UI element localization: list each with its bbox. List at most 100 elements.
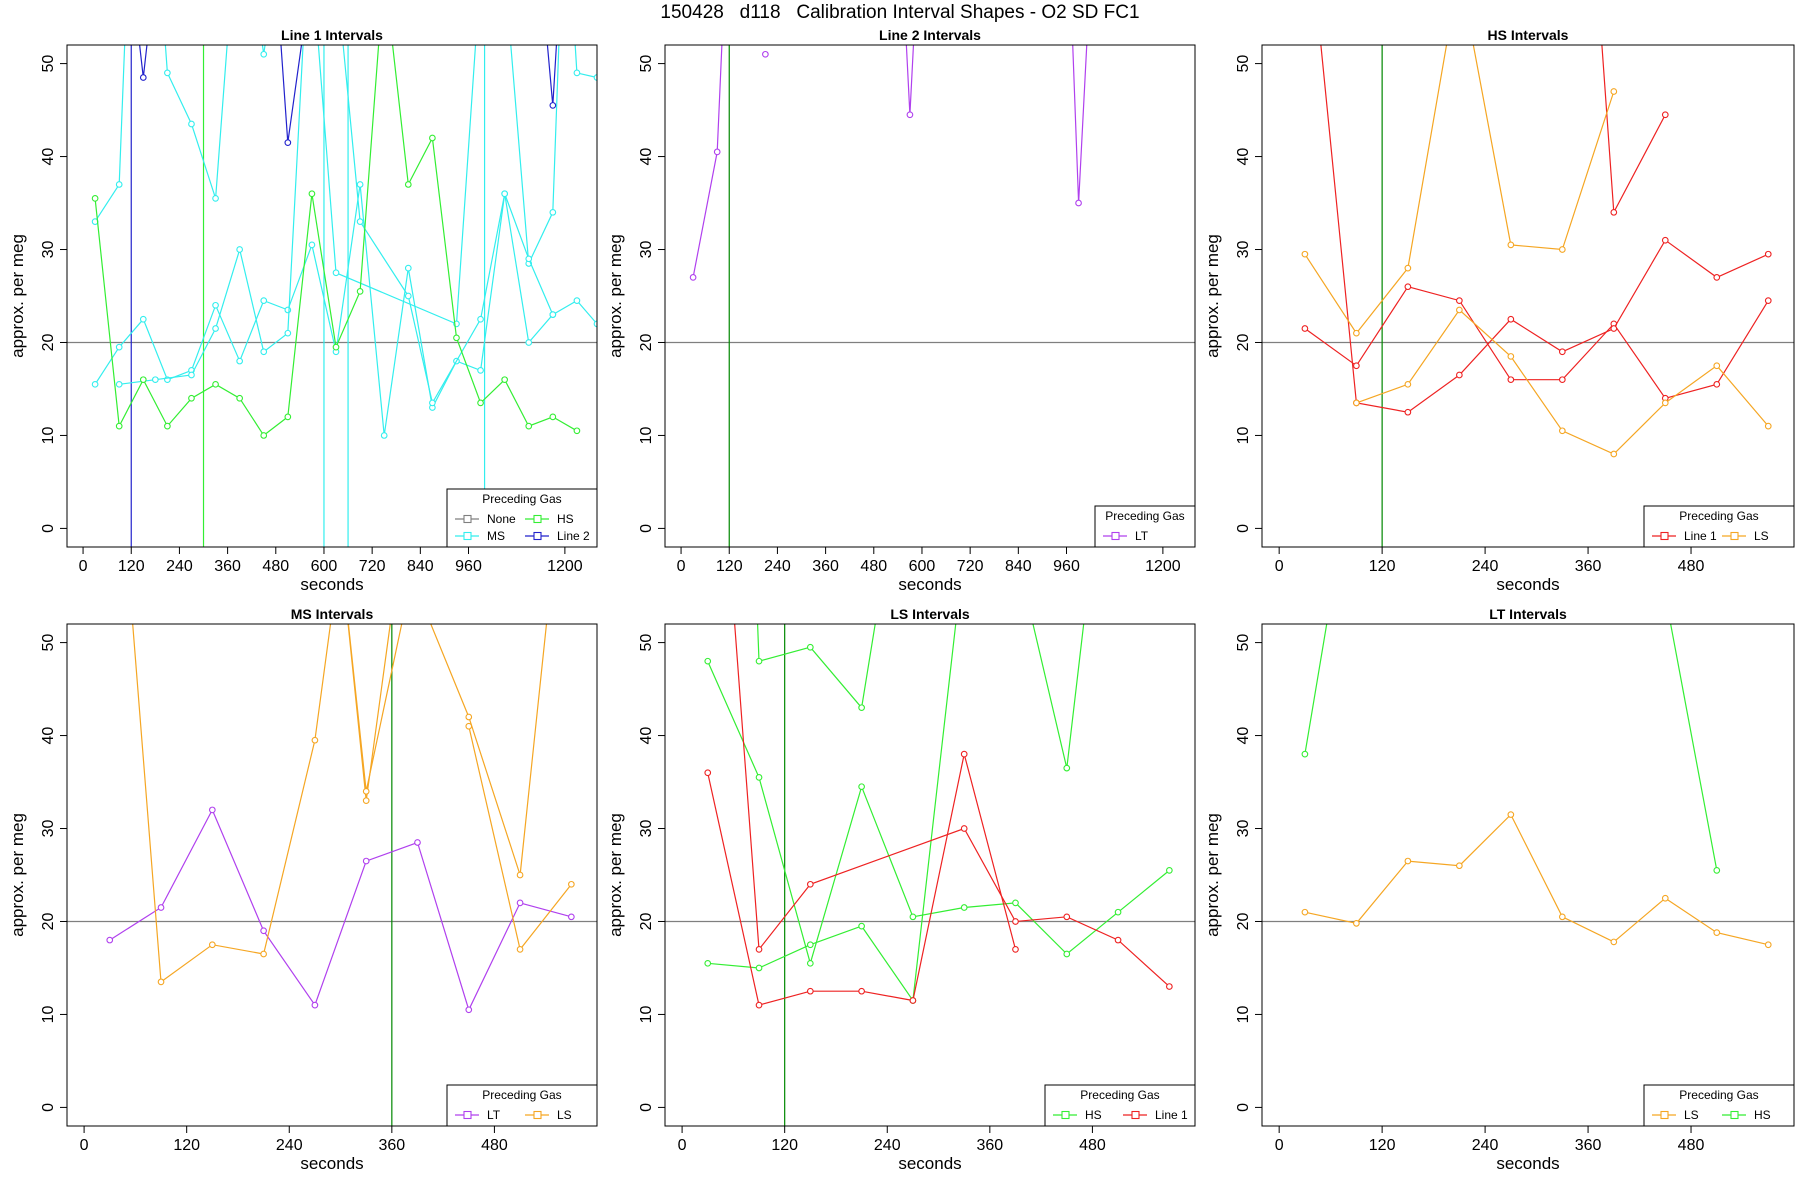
series-hs <box>1670 624 1721 874</box>
legend-label: Line 2 <box>557 529 590 543</box>
y-tick-label: 10 <box>1235 1005 1252 1023</box>
data-point <box>1661 236 1669 244</box>
data-point <box>689 274 697 281</box>
x-axis-label: seconds <box>898 1154 961 1173</box>
data-point <box>284 329 292 337</box>
legend: Preceding Gas LS HS <box>1643 1084 1795 1127</box>
panel-title: LT Intervals <box>1489 606 1567 622</box>
data-point <box>188 371 195 379</box>
data-point <box>356 288 364 295</box>
y-tick-label: 50 <box>1235 634 1252 652</box>
data-point <box>164 422 171 430</box>
legend-box <box>1643 505 1795 548</box>
x-tick-label: 480 <box>1678 558 1705 575</box>
series-line-1 <box>704 750 1019 1009</box>
data-point <box>236 394 244 402</box>
data-point <box>260 348 268 356</box>
x-tick-label: 120 <box>1369 558 1396 575</box>
series-line <box>1320 45 1769 413</box>
data-point <box>1404 408 1412 416</box>
data-point <box>516 871 524 879</box>
series-line <box>132 624 548 984</box>
data-point <box>362 797 370 804</box>
data-point <box>157 904 165 911</box>
y-tick-label: 10 <box>638 1005 655 1023</box>
data-point <box>516 946 524 953</box>
plot-frame <box>664 623 1196 1127</box>
data-point <box>1404 283 1412 291</box>
legend-label: HS <box>1085 1108 1102 1122</box>
data-point <box>1558 427 1566 435</box>
legend-box <box>446 1084 598 1127</box>
legend-label: LS <box>1754 529 1769 543</box>
y-axis-label: approx. per meg <box>8 234 27 358</box>
data-point <box>311 736 319 744</box>
series-line <box>468 726 572 951</box>
x-tick-label: 0 <box>1275 558 1284 575</box>
x-tick-label: 0 <box>79 558 88 575</box>
data-point <box>1507 315 1515 323</box>
data-point <box>713 148 721 156</box>
data-point <box>212 325 219 332</box>
x-tick-label: 360 <box>812 558 839 575</box>
data-point <box>477 315 484 323</box>
legend-title: Preceding Gas <box>1679 1088 1758 1102</box>
data-point <box>164 69 171 77</box>
data-point <box>1063 913 1071 921</box>
x-tick-label: 1200 <box>1145 558 1181 575</box>
data-point <box>1558 348 1566 356</box>
series-ls <box>132 624 548 986</box>
y-tick-label: 30 <box>1235 241 1252 259</box>
data-point <box>549 311 557 318</box>
y-axis-label: approx. per meg <box>1203 813 1222 937</box>
data-point <box>1558 246 1566 253</box>
data-point <box>188 120 195 128</box>
y-tick-label: 40 <box>40 727 57 745</box>
data-point <box>429 399 436 407</box>
x-tick-label: 840 <box>407 558 434 575</box>
data-point <box>284 306 292 314</box>
data-point <box>1063 764 1071 772</box>
legend-swatch-marker <box>463 531 472 541</box>
y-tick-label: 40 <box>40 148 57 166</box>
legend: Preceding Gas Line 1 LS <box>1643 505 1795 548</box>
series-line <box>94 45 597 325</box>
figure-title: 150428 d118 Calibration Interval Shapes … <box>660 2 1140 23</box>
data-point <box>404 264 412 272</box>
y-tick-label: 10 <box>638 426 655 444</box>
data-point <box>909 913 917 921</box>
x-tick-label: 480 <box>1079 1137 1106 1154</box>
legend-entry: HS <box>525 512 574 526</box>
data-point <box>115 422 123 430</box>
y-tick-label: 30 <box>40 241 57 259</box>
plot-frame <box>1261 44 1795 548</box>
data-point <box>260 432 268 439</box>
panel-1: Line 1 Intervals 0 120 240 360 480 600 720 840 96… <box>8 27 598 594</box>
plot-area <box>665 624 1195 1126</box>
data-point <box>212 195 219 202</box>
data-point <box>1353 362 1360 370</box>
series-line <box>1601 45 1666 215</box>
data-point <box>465 1006 473 1014</box>
data-point <box>1353 919 1360 927</box>
x-tick-label: 0 <box>678 1137 687 1154</box>
data-point <box>1713 929 1721 936</box>
data-point <box>806 880 814 888</box>
data-point <box>909 997 917 1004</box>
x-tick-label: 120 <box>716 558 743 575</box>
x-tick-label: 240 <box>874 1137 901 1154</box>
data-point <box>212 301 219 309</box>
panel-5: LS Intervals 0 120 240 360 480 seconds 0 10 20 30 4… <box>606 606 1196 1173</box>
data-point <box>1301 325 1309 332</box>
y-tick-label: 40 <box>638 727 655 745</box>
x-tick-label: 360 <box>1575 558 1602 575</box>
y-axis: 0 10 20 30 40 50 approx. per meg <box>1203 634 1263 1112</box>
y-tick-label: 40 <box>1235 727 1252 745</box>
legend-entry: HS <box>1722 1108 1771 1122</box>
legend-box <box>446 488 598 548</box>
data-point <box>1012 899 1019 907</box>
data-point <box>525 255 533 263</box>
x-axis-label: seconds <box>300 575 363 594</box>
data-point <box>549 102 557 109</box>
